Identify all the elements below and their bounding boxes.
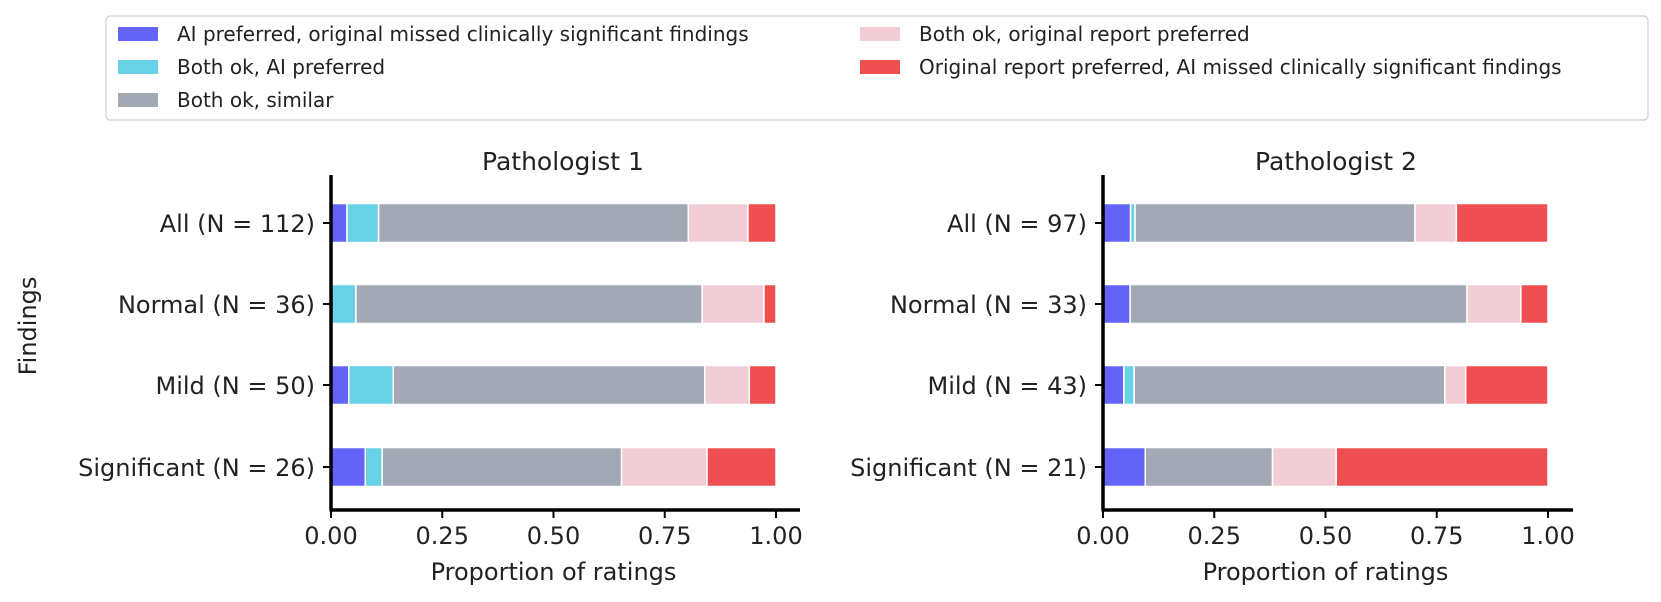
- bar-p2-significant-s5: [1335, 446, 1549, 488]
- y-tick-label-p2-1: All (N = 97): [947, 210, 1087, 238]
- bar-p1-normal-s5: [763, 283, 777, 325]
- bar-p1-mild-s4: [704, 364, 751, 406]
- bar-p1-significant-s3: [381, 446, 623, 488]
- y-tick-label-p1-1: All (N = 112): [160, 210, 315, 238]
- legend-swatch-5: [860, 60, 900, 74]
- bar-p1-all-s2: [346, 202, 380, 244]
- bar-p2-normal-s3: [1129, 283, 1468, 325]
- legend-label-5: Original report preferred, AI missed cli…: [919, 55, 1562, 79]
- bar-p1-significant-s2: [364, 446, 383, 488]
- bar-p1-all-s3: [377, 202, 690, 244]
- bar-p2-mild-s4: [1444, 364, 1467, 406]
- x-tick-label-p1-5: 1.00: [749, 522, 802, 550]
- bar-p2-significant-s3: [1144, 446, 1274, 488]
- legend-label-3: Both ok, similar: [177, 88, 334, 112]
- bar-p1-normal-s4: [701, 283, 765, 325]
- bar-p1-significant-s1: [330, 446, 367, 488]
- x-axis-title-p1: Proportion of ratings: [431, 558, 677, 586]
- x-axis-title-p2: Proportion of ratings: [1203, 558, 1449, 586]
- bar-p1-mild-s1: [330, 364, 350, 406]
- bar-p2-all-s4: [1414, 202, 1458, 244]
- y-tick-label-p1-2: Normal (N = 36): [118, 291, 315, 319]
- bar-p2-mild-s2: [1123, 364, 1135, 406]
- y-tick-label-p1-3: Mild (N = 50): [156, 372, 316, 400]
- legend-label-4: Both ok, original report preferred: [919, 22, 1250, 46]
- x-tick-label-p2-5: 1.00: [1521, 522, 1574, 550]
- x-tick-label-p1-1: 0.00: [304, 522, 357, 550]
- panel-2-title: Pathologist 2: [1255, 147, 1417, 176]
- y-tick-label-p2-3: Mild (N = 43): [928, 372, 1088, 400]
- bar-p1-all-s4: [687, 202, 749, 244]
- bar-p1-mild-s3: [392, 364, 706, 406]
- panel-1-title: Pathologist 1: [482, 147, 644, 176]
- x-tick-label-p1-3: 0.50: [527, 522, 580, 550]
- bar-p2-significant-s1: [1102, 446, 1147, 488]
- y-tick-label-p1-4: Significant (N = 26): [78, 454, 315, 482]
- legend-label-1: AI preferred, original missed clinically…: [177, 22, 749, 46]
- legend: AI preferred, original missed clinically…: [105, 15, 1649, 121]
- bar-p2-all-s1: [1102, 202, 1132, 244]
- y-tick-label-p2-4: Significant (N = 21): [850, 454, 1087, 482]
- legend-swatch-1: [118, 27, 158, 41]
- legend-swatch-2: [118, 60, 158, 74]
- bar-p1-significant-s4: [620, 446, 708, 488]
- x-tick-label-p2-1: 0.00: [1076, 522, 1129, 550]
- x-tick-label-p2-4: 0.75: [1410, 522, 1463, 550]
- bar-p2-mild-s3: [1133, 364, 1446, 406]
- x-tick-label-p1-4: 0.75: [638, 522, 691, 550]
- x-tick-label-p2-2: 0.25: [1188, 522, 1241, 550]
- bar-p1-normal-s3: [355, 283, 703, 325]
- bar-p2-all-s5: [1455, 202, 1549, 244]
- bar-p1-mild-s2: [348, 364, 395, 406]
- x-tick-label-p1-2: 0.25: [416, 522, 469, 550]
- y-tick-label-p2-2: Normal (N = 33): [890, 291, 1087, 319]
- bar-p2-normal-s5: [1520, 283, 1549, 325]
- bar-p2-normal-s1: [1102, 283, 1131, 325]
- bar-p2-all-s3: [1134, 202, 1416, 244]
- legend-swatch-3: [118, 93, 158, 107]
- legend-label-2: Both ok, AI preferred: [177, 55, 385, 79]
- bar-p2-significant-s4: [1271, 446, 1337, 488]
- bar-p2-normal-s4: [1466, 283, 1522, 325]
- bar-p2-mild-s1: [1102, 364, 1125, 406]
- panel-2: Pathologist 2 All (N = 97) Normal (N = 33)…: [850, 147, 1575, 586]
- bar-p1-significant-s5: [706, 446, 777, 488]
- bar-p1-normal-s2: [330, 283, 357, 325]
- legend-swatch-4: [860, 27, 900, 41]
- bar-p1-mild-s5: [748, 364, 777, 406]
- chart-panels: Pathologist 1 All (N = 112) Normal (N = 36…: [78, 147, 1575, 586]
- x-tick-label-p2-3: 0.50: [1299, 522, 1352, 550]
- panel-1: Pathologist 1 All (N = 112) Normal (N = 36…: [78, 147, 803, 586]
- bar-p1-all-s5: [747, 202, 777, 244]
- bar-p1-all-s1: [330, 202, 348, 244]
- y-axis-title: Findings: [14, 277, 42, 376]
- bar-p2-mild-s5: [1464, 364, 1549, 406]
